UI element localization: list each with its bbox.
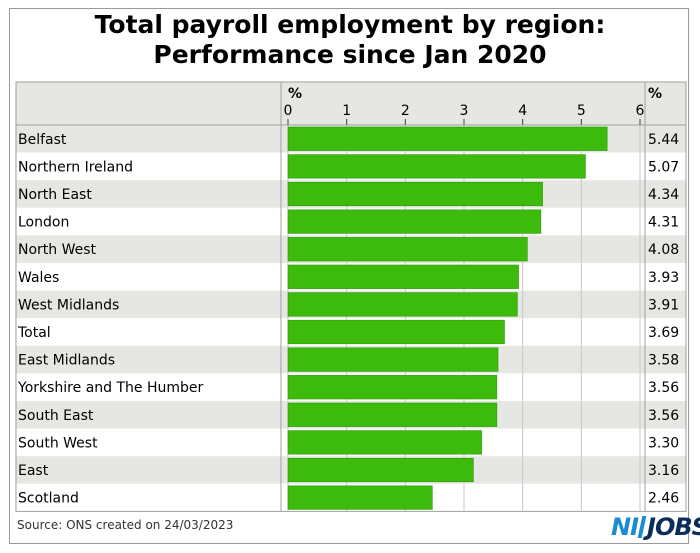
- logo-divider: [637, 515, 647, 538]
- bar: [287, 292, 518, 317]
- value-label: 4.31: [648, 215, 679, 231]
- table-border: [15, 81, 687, 512]
- bar: [287, 181, 543, 207]
- category-label: London: [18, 215, 69, 231]
- bar: [287, 264, 519, 289]
- bar: [287, 319, 505, 345]
- bar: [287, 457, 474, 483]
- value-label: 3.58: [648, 353, 679, 369]
- value-label: 5.44: [648, 132, 679, 148]
- bar: [287, 237, 528, 262]
- category-label: Belfast: [18, 132, 67, 148]
- source-note: Source: ONS created on 24/03/2023: [17, 518, 234, 532]
- category-label: South West: [18, 435, 98, 451]
- value-label: 3.93: [648, 270, 679, 286]
- bar: [287, 402, 498, 427]
- value-column-header: %: [648, 86, 662, 102]
- bar: [287, 154, 586, 179]
- value-label: 3.56: [648, 408, 679, 424]
- x-tick-label: 1: [342, 103, 351, 119]
- logo-jobs-text: JOBS: [647, 512, 700, 541]
- category-label: Wales: [18, 270, 59, 286]
- header-band: [16, 82, 686, 125]
- bar: [287, 485, 433, 510]
- bar: [287, 347, 499, 372]
- category-label: Scotland: [18, 491, 79, 507]
- x-tick-label: 2: [401, 103, 410, 119]
- x-tick-label: 6: [636, 103, 645, 119]
- category-label: North East: [18, 187, 92, 203]
- nijobs-logo: NI JOBS: [611, 512, 700, 541]
- category-label: North West: [18, 242, 97, 258]
- axis-unit-label: %: [288, 86, 302, 102]
- category-label: South East: [18, 408, 94, 424]
- bar: [287, 209, 542, 234]
- chart-title-line-1: Total payroll employment by region:: [94, 10, 606, 39]
- value-label: 3.69: [648, 325, 679, 341]
- bar: [287, 375, 498, 400]
- category-label: East Midlands: [18, 353, 115, 369]
- bar: [287, 430, 482, 455]
- category-label: Northern Ireland: [18, 159, 133, 175]
- category-label: Yorkshire and The Humber: [17, 380, 204, 396]
- category-label: Total: [17, 325, 51, 341]
- x-tick-label: 0: [284, 103, 293, 119]
- value-label: 3.56: [648, 380, 679, 396]
- value-label: 3.30: [648, 435, 679, 451]
- chart-title-line-2: Performance since Jan 2020: [153, 40, 547, 69]
- category-label: West Midlands: [18, 297, 119, 313]
- value-label: 4.08: [648, 242, 679, 258]
- x-tick-label: 5: [577, 103, 586, 119]
- category-label: East: [18, 463, 49, 479]
- value-label: 3.91: [648, 297, 679, 313]
- logo-ni-text: NI: [611, 512, 639, 541]
- value-label: 5.07: [648, 159, 679, 175]
- value-label: 4.34: [648, 187, 679, 203]
- value-label: 3.16: [648, 463, 679, 479]
- x-tick-label: 4: [518, 103, 527, 119]
- chart-title: Total payroll employment by region: Perf…: [0, 10, 700, 70]
- x-tick-label: 3: [460, 103, 469, 119]
- value-label: 2.46: [648, 491, 679, 507]
- bar: [287, 126, 608, 151]
